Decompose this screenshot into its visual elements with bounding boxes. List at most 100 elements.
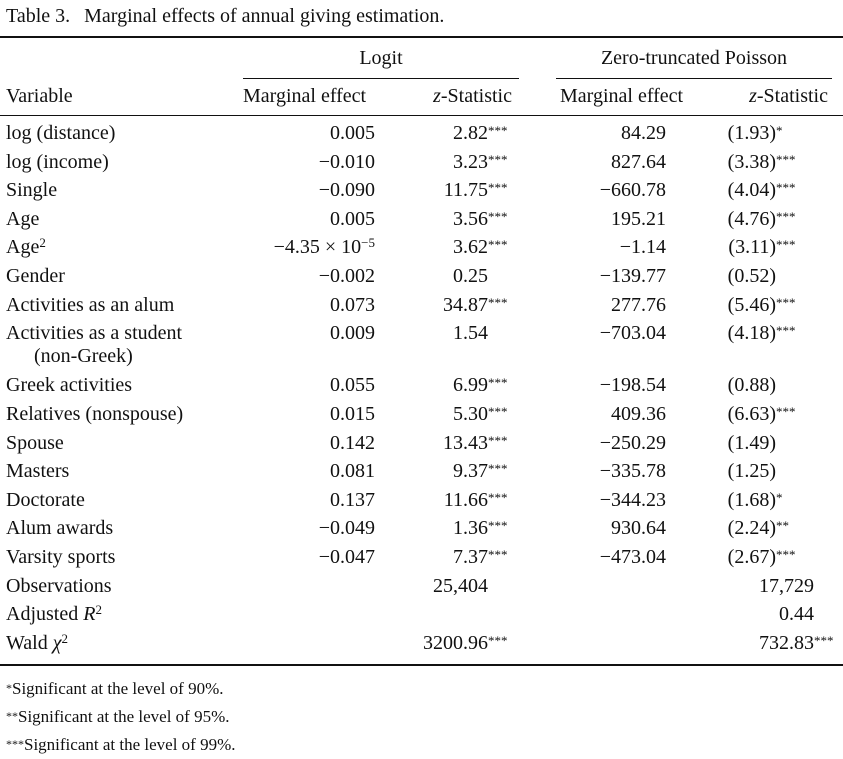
logit-marginal-effect-value: 0.005	[330, 207, 375, 230]
logit-marginal-effect: −0.047	[175, 545, 375, 569]
variable-name: Spouse	[6, 431, 64, 455]
logit-z-statistic-stars: ***	[488, 459, 508, 483]
z-italic: z	[749, 85, 757, 107]
logit-marginal-effect: −0.010	[175, 150, 375, 174]
summary-ztp-value-value: 732.83	[759, 631, 814, 654]
variable-label: Activities as a student	[6, 322, 183, 345]
logit-marginal-effect: 0.055	[175, 373, 375, 397]
ztp-z-statistic-stars: *	[776, 488, 783, 512]
variable-label: Doctorate	[6, 488, 85, 511]
ztp-z-statistic-value: (1.25)	[727, 460, 776, 483]
column-header-ztp-me: Marginal effect	[560, 85, 684, 107]
ztp-z-statistic: (1.68)	[576, 488, 776, 512]
variable-name: log (distance)	[6, 121, 115, 145]
ztp-z-statistic-stars: ***	[776, 150, 796, 174]
ztp-marginal-effect-value: 827.64	[611, 150, 666, 173]
ztp-marginal-effect: −660.78	[466, 178, 666, 202]
ztp-z-statistic-stars: ***	[776, 235, 796, 259]
significance-stars: ***	[776, 546, 796, 562]
summary-label: Adjusted R2	[6, 602, 102, 626]
summary-logit-value-stars: ***	[488, 631, 508, 655]
ztp-z-statistic: (4.18)	[576, 321, 776, 345]
logit-z-statistic-value: 0.25	[453, 265, 488, 287]
table-number: Table 3.	[6, 5, 71, 27]
variable-label: log (income)	[6, 150, 109, 173]
summary-logit-value-value: 3200.96	[423, 631, 488, 654]
footnote: *Significant at the level of 90%.	[6, 678, 224, 700]
ztp-marginal-effect: 277.76	[466, 293, 666, 317]
significance-stars: ***	[776, 180, 796, 196]
logit-marginal-effect: −0.090	[175, 178, 375, 202]
ztp-z-statistic: (5.46)	[576, 293, 776, 317]
logit-z-statistic-value: 2.82	[453, 122, 488, 144]
significance-stars: ***	[776, 294, 796, 310]
ztp-z-statistic-value: (4.18)	[727, 322, 776, 345]
variable-label: Alum awards	[6, 517, 114, 540]
ztp-marginal-effect: −703.04	[466, 321, 666, 345]
variable-name: Gender	[6, 264, 65, 288]
ztp-z-statistic-value: (3.38)	[727, 150, 776, 173]
logit-marginal-effect-value: −0.049	[318, 517, 375, 540]
z-rest: -Statistic	[756, 85, 828, 107]
ztp-z-statistic-value: (2.67)	[727, 545, 776, 568]
significance-stars: ***	[776, 208, 796, 224]
group-header-ztp: Zero-truncated Poisson	[600, 47, 788, 69]
summary-label-exponent: 2	[61, 630, 69, 646]
significance-stars: ***	[776, 403, 796, 419]
summary-ztp-value: 17,729	[614, 574, 814, 598]
footnote-stars: **	[6, 709, 18, 723]
logit-z-statistic: 6.99	[288, 373, 488, 397]
summary-label-symbol: χ	[52, 631, 62, 654]
logit-marginal-effect-value: −0.047	[318, 545, 375, 568]
logit-z-statistic: 3.56	[288, 207, 488, 231]
logit-z-statistic-stars: ***	[488, 431, 508, 455]
ztp-marginal-effect: −344.23	[466, 488, 666, 512]
ztp-z-statistic-value: (5.46)	[727, 293, 776, 316]
logit-marginal-effect: 0.142	[175, 431, 375, 455]
column-header-logit-z: z-Statistic	[380, 84, 512, 108]
ztp-marginal-effect-value: 409.36	[611, 402, 666, 425]
table-title: Marginal effects of annual giving estima…	[84, 5, 445, 27]
ztp-z-statistic: (2.67)	[576, 545, 776, 569]
significance-stars: ***	[488, 237, 508, 253]
variable-label: Gender	[6, 265, 65, 287]
ztp-marginal-effect-value: −473.04	[599, 545, 666, 568]
variable-name: Activities as an alum	[6, 293, 174, 317]
ztp-marginal-effect: −198.54	[466, 373, 666, 397]
logit-z-statistic-value: 13.43	[443, 431, 488, 454]
significance-stars: ***	[488, 151, 508, 167]
logit-marginal-effect: 0.005	[175, 207, 375, 231]
ztp-z-statistic-stars: *	[776, 121, 783, 145]
summary-label-exponent: 2	[95, 602, 102, 618]
header-rule	[0, 115, 843, 116]
ztp-marginal-effect: 195.21	[466, 207, 666, 231]
logit-z-statistic-stars: ***	[488, 373, 508, 397]
significance-stars: *	[776, 489, 783, 505]
logit-marginal-effect: 0.015	[175, 402, 375, 426]
logit-z-statistic: 13.43	[288, 431, 488, 455]
logit-marginal-effect-exponent: −5	[361, 235, 375, 251]
ztp-marginal-effect-value: 84.29	[621, 122, 666, 144]
logit-z-statistic: 3.23	[288, 150, 488, 174]
logit-z-statistic-stars: ***	[488, 150, 508, 174]
summary-ztp-value-value: 0.44	[779, 603, 814, 626]
significance-stars: ***	[488, 432, 508, 448]
ztp-z-statistic-stars: ***	[776, 321, 796, 345]
ztp-marginal-effect-value: −198.54	[599, 374, 666, 397]
logit-z-statistic-value: 9.37	[453, 460, 488, 483]
significance-stars: ***	[488, 546, 508, 562]
ztp-z-statistic-value: (3.11)	[728, 236, 776, 259]
ztp-marginal-effect-value: −1.14	[619, 236, 666, 259]
logit-z-statistic: 11.66	[288, 488, 488, 512]
logit-z-statistic: 5.30	[288, 402, 488, 426]
variable-label: Spouse	[6, 431, 64, 454]
column-header-ztp-z: z-Statistic	[696, 84, 828, 108]
logit-z-statistic-stars: ***	[488, 207, 508, 231]
logit-z-statistic: 0.25	[288, 264, 488, 288]
logit-z-statistic-value: 3.62	[453, 236, 488, 259]
ztp-z-statistic: (1.49)	[576, 431, 776, 455]
ztp-z-statistic-stars: ***	[776, 402, 796, 426]
logit-z-statistic: 2.82	[288, 121, 488, 145]
summary-logit-value: 3200.96	[288, 631, 488, 655]
logit-z-statistic: 34.87	[288, 293, 488, 317]
